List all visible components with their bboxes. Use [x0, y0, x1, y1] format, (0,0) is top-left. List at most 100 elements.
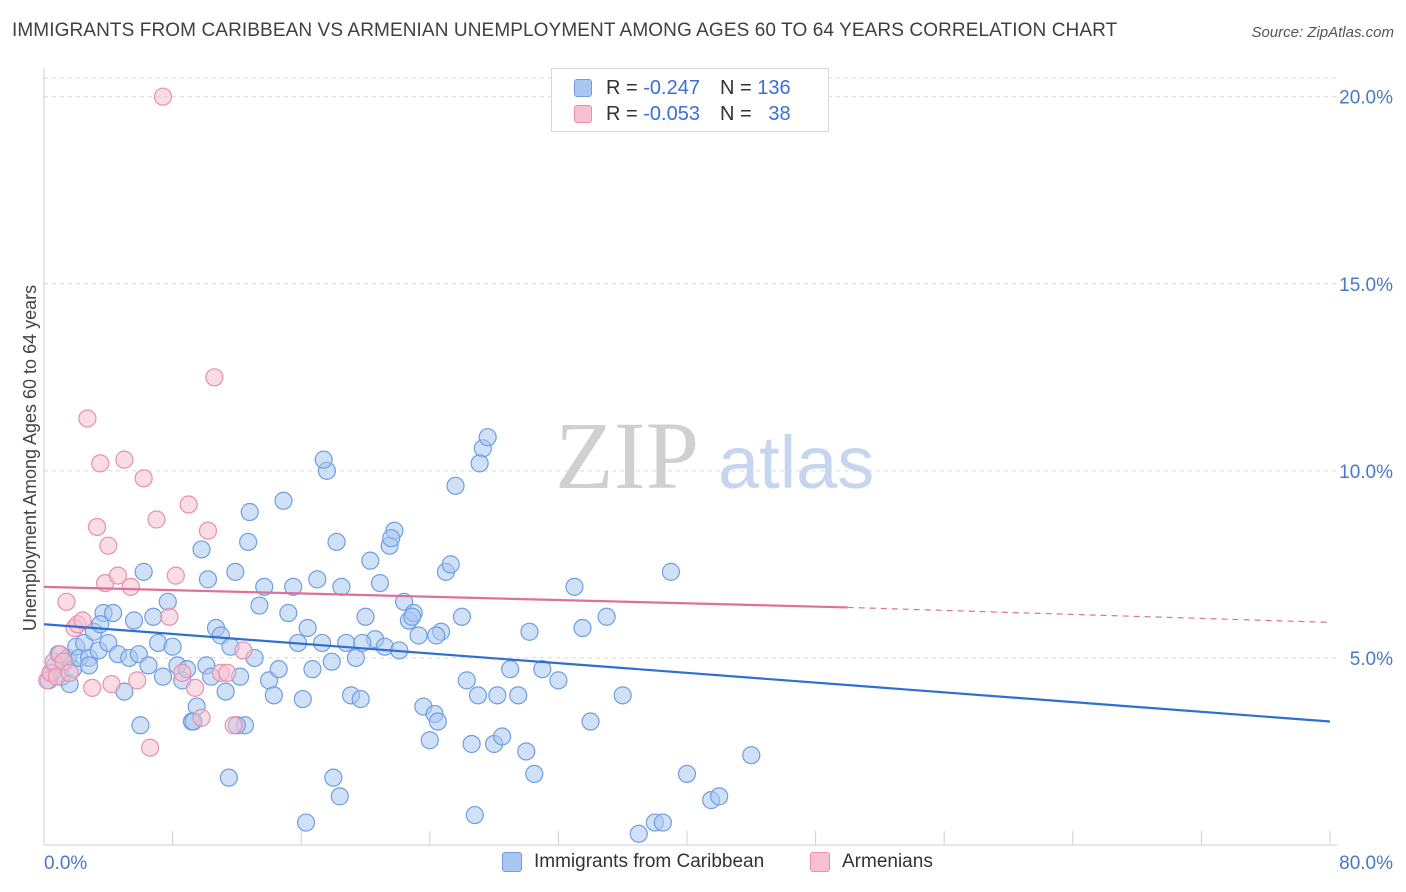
data-point-caribbean — [324, 768, 343, 787]
data-point-caribbean — [420, 731, 439, 750]
data-point-caribbean — [144, 607, 163, 626]
data-point-caribbean — [501, 660, 520, 679]
data-point-armenians — [134, 469, 153, 488]
data-point-caribbean — [298, 618, 317, 638]
y-tick-label: 5.0% — [1350, 649, 1393, 670]
data-point-caribbean — [337, 633, 356, 653]
data-point-caribbean — [493, 727, 512, 746]
watermark: ZIP atlas — [555, 402, 874, 509]
data-point-caribbean — [91, 615, 110, 634]
trend-line-armenians-extension — [847, 606, 1331, 623]
data-point-caribbean — [742, 746, 761, 765]
data-point-caribbean — [468, 686, 488, 705]
data-point-armenians — [205, 368, 224, 387]
chart-title: IMMIGRANTS FROM CARIBBEAN VS ARMENIAN UN… — [12, 20, 1118, 41]
data-point-caribbean — [303, 660, 322, 679]
data-point-caribbean — [139, 656, 158, 675]
data-point-caribbean — [525, 764, 544, 784]
data-point-caribbean — [403, 607, 422, 626]
data-point-caribbean — [226, 562, 245, 581]
data-point-caribbean — [441, 555, 460, 574]
data-point-caribbean — [597, 607, 616, 626]
data-point-caribbean — [549, 671, 568, 690]
data-point-caribbean — [470, 454, 489, 473]
trend-line-armenians — [43, 585, 848, 609]
data-point-armenians — [160, 607, 179, 626]
data-point-caribbean — [293, 689, 312, 709]
tick-labels: 5.0% 10.0% 15.0% 20.0% 0.0% 80.0% — [44, 88, 1393, 874]
data-point-caribbean — [240, 502, 259, 522]
data-point-caribbean — [581, 712, 600, 731]
data-point-caribbean — [104, 603, 123, 623]
data-point-caribbean — [661, 562, 681, 581]
r-label: R = — [606, 102, 638, 125]
data-point-caribbean — [255, 577, 274, 596]
data-point-caribbean — [653, 813, 672, 832]
data-point-caribbean — [488, 686, 507, 705]
data-point-caribbean — [269, 660, 288, 679]
legend-swatch-blue — [574, 79, 592, 97]
r-value: -0.053 — [643, 102, 700, 125]
data-point-caribbean — [327, 532, 346, 552]
data-point-caribbean — [517, 742, 536, 761]
chart-source: Source: ZipAtlas.com — [1251, 24, 1394, 41]
y-tick-label: 15.0% — [1339, 275, 1393, 296]
data-point-armenians — [87, 517, 107, 537]
data-point-armenians — [153, 87, 173, 106]
trend-lines — [43, 585, 1331, 723]
data-point-caribbean — [158, 592, 177, 611]
stats-legend: R = -0.247 N = 136 R = -0.053 N = 38 — [551, 68, 829, 132]
trend-line-caribbean — [43, 623, 1331, 723]
data-point-caribbean — [279, 603, 298, 623]
x-tick-label: 0.0% — [44, 853, 87, 874]
data-point-caribbean — [629, 824, 648, 843]
data-point-caribbean — [264, 686, 283, 705]
data-point-caribbean — [356, 607, 375, 626]
data-point-caribbean — [457, 671, 476, 690]
data-point-caribbean — [134, 562, 153, 581]
axes — [43, 68, 1338, 846]
data-point-caribbean — [565, 577, 584, 596]
data-point-caribbean — [153, 667, 173, 686]
legend-swatch-pink — [574, 105, 592, 123]
data-point-armenians — [99, 536, 118, 555]
data-point-caribbean — [452, 607, 472, 626]
data-point-armenians — [83, 678, 102, 697]
legend-item-caribbean: Immigrants from Caribbean — [502, 851, 764, 873]
data-point-caribbean — [124, 611, 144, 630]
data-point-caribbean — [308, 570, 327, 589]
data-point-armenians — [73, 611, 92, 630]
data-point-armenians — [224, 716, 243, 735]
data-point-caribbean — [163, 637, 182, 656]
data-point-armenians — [78, 409, 97, 428]
y-tick-label: 10.0% — [1339, 462, 1393, 483]
legend-label-caribbean: Immigrants from Caribbean — [534, 851, 765, 872]
data-point-armenians — [218, 663, 237, 682]
y-axis-label: Unemployment Among Ages 60 to 64 years — [20, 285, 40, 631]
legend-label-armenians: Armenians — [842, 851, 933, 872]
r-value: -0.247 — [643, 76, 700, 99]
data-point-caribbean — [428, 712, 447, 731]
data-point-caribbean — [465, 805, 484, 825]
data-point-caribbean — [573, 618, 592, 638]
series-armenians-points — [38, 87, 253, 757]
data-point-caribbean — [198, 570, 218, 589]
n-value: 136 — [757, 76, 791, 99]
data-point-caribbean — [446, 476, 465, 495]
data-point-caribbean — [370, 573, 390, 593]
data-point-caribbean — [462, 734, 481, 754]
data-point-armenians — [186, 678, 205, 697]
stats-legend-row-armenians: R = -0.053 N = 38 — [574, 101, 791, 127]
data-point-caribbean — [613, 686, 632, 705]
data-point-caribbean — [296, 813, 316, 832]
data-point-caribbean — [361, 551, 380, 570]
n-label: N = — [719, 76, 752, 99]
data-point-caribbean — [427, 626, 446, 645]
data-point-caribbean — [351, 689, 370, 709]
data-point-caribbean — [239, 532, 258, 552]
data-point-armenians — [192, 708, 211, 727]
data-point-caribbean — [284, 577, 303, 596]
data-point-caribbean — [509, 686, 528, 705]
data-point-caribbean — [131, 716, 150, 735]
